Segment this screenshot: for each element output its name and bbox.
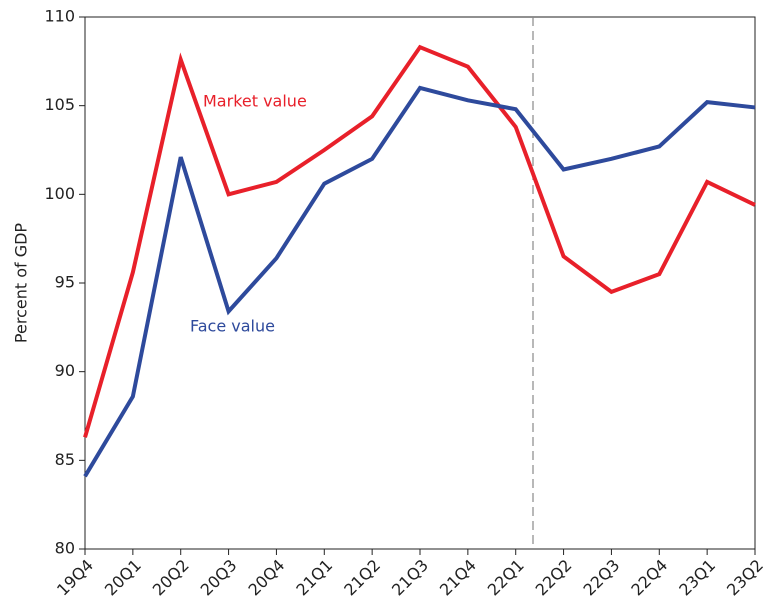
x-tick-label: 20Q4 bbox=[244, 556, 288, 600]
y-tick-label: 100 bbox=[44, 184, 75, 203]
series-label: Face value bbox=[190, 317, 275, 336]
plot-frame bbox=[84, 16, 756, 550]
x-tick-label: 23Q1 bbox=[675, 556, 719, 600]
y-tick-label: 80 bbox=[55, 539, 75, 558]
y-tick-label: 105 bbox=[44, 95, 75, 114]
y-tick-label: 85 bbox=[55, 450, 75, 469]
y-tick-label: 110 bbox=[44, 7, 75, 26]
y-tick-label: 90 bbox=[55, 361, 75, 380]
series-line bbox=[83, 44, 756, 438]
x-tick-label: 21Q4 bbox=[436, 556, 480, 600]
x-tick-label: 20Q3 bbox=[197, 556, 241, 600]
x-tick-label: 22Q2 bbox=[532, 556, 576, 600]
x-tick-label: 23Q2 bbox=[723, 556, 767, 600]
x-tick-label: 19Q4 bbox=[53, 556, 97, 600]
x-tick-label: 22Q3 bbox=[579, 556, 623, 600]
x-tick-label: 22Q1 bbox=[484, 556, 528, 600]
x-tick-label: 21Q2 bbox=[340, 556, 384, 600]
x-tick-label: 21Q1 bbox=[292, 556, 336, 600]
y-tick-label: 95 bbox=[55, 273, 75, 292]
series-line bbox=[83, 85, 756, 478]
x-tick-label: 21Q3 bbox=[388, 556, 432, 600]
x-tick-label: 22Q4 bbox=[627, 556, 671, 600]
x-tick-label: 20Q2 bbox=[149, 556, 193, 600]
x-tick-label: 20Q1 bbox=[101, 556, 145, 600]
series-label: Market value bbox=[203, 92, 307, 111]
y-axis-label: Percent of GDP bbox=[12, 223, 31, 344]
